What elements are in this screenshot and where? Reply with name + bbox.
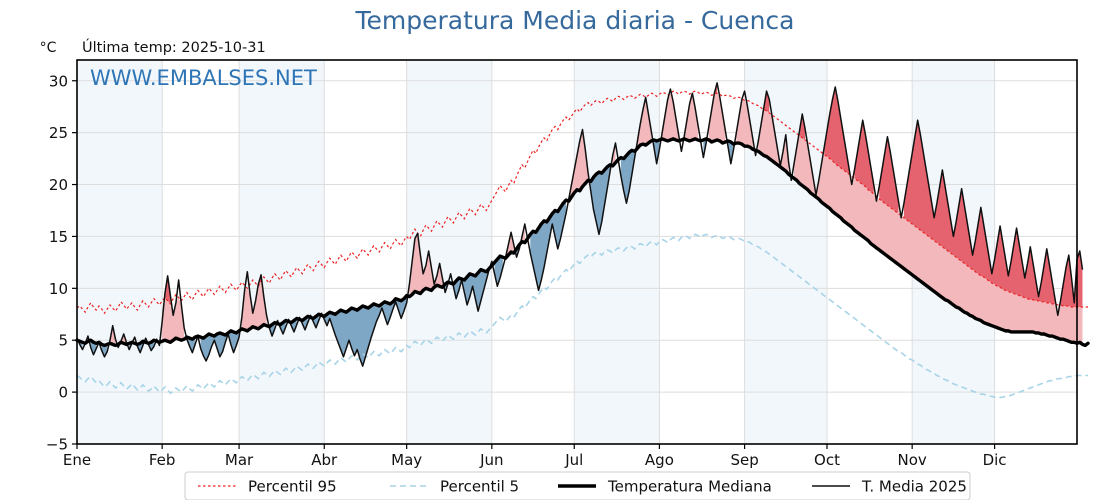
fill-above-p95	[879, 136, 899, 214]
fill-above-median	[758, 109, 789, 175]
x-tick-label: Jul	[564, 451, 583, 469]
y-tick-label: 0	[58, 384, 68, 402]
fill-below-median	[653, 139, 660, 164]
series-percentil-95	[76, 90, 1088, 315]
fill-above-median	[241, 281, 267, 331]
month-band	[406, 60, 492, 444]
fill-below-median	[620, 150, 635, 204]
month-band	[77, 60, 163, 444]
x-tick-label: Mar	[225, 451, 254, 469]
fill-below-median	[494, 256, 503, 287]
chart-title: Temperatura Media diaria - Cuenca	[354, 6, 794, 35]
fill-above-median	[662, 93, 679, 141]
fill-above-p95	[824, 86, 849, 175]
y-axis-unit-label: °C	[40, 40, 57, 56]
legend-label-2: Percentil 5	[440, 478, 519, 496]
legend-label-4: T. Media 2025	[861, 478, 967, 496]
x-tick-label: Ene	[63, 451, 91, 469]
fill-above-median	[568, 129, 588, 202]
last-temp-annotation: Última temp: 2025-10-31	[82, 38, 266, 56]
watermark-label: WWW.EMBALSES.NET	[90, 66, 317, 90]
x-tick-label: Dic	[983, 451, 1007, 469]
month-band	[239, 60, 325, 444]
fill-below-median	[728, 140, 734, 164]
fill-above-p95	[164, 275, 171, 304]
series-percentil-5	[76, 233, 1088, 399]
x-tick-label: Sep	[730, 451, 758, 469]
x-tick-label: May	[391, 451, 422, 469]
x-tick-label: Nov	[898, 451, 927, 469]
fill-above-median	[109, 325, 116, 346]
y-tick-label: 20	[49, 176, 68, 194]
legend-label-3: Temperatura Mediana	[607, 478, 772, 496]
y-tick-label: 5	[58, 332, 68, 350]
series-t-media-2025	[76, 82, 1084, 367]
y-tick-label: 30	[49, 72, 68, 90]
fill-above-p95	[903, 120, 1056, 304]
series-temperatura-mediana	[75, 137, 1090, 348]
y-tick-label: 15	[49, 228, 68, 246]
fill-above-median	[409, 233, 443, 297]
plot-frame	[76, 59, 1078, 445]
fill-above-p95	[854, 120, 874, 194]
x-tick-label: Oct	[814, 451, 840, 469]
legend-label-1: Percentil 95	[248, 478, 337, 496]
y-tick-label: 10	[49, 280, 68, 298]
fill-above-median	[162, 297, 185, 343]
x-tick-label: Ago	[645, 451, 674, 469]
x-tick-label: Feb	[149, 451, 176, 469]
fill-above-p95	[799, 113, 806, 140]
x-tick-label: Jun	[479, 451, 503, 469]
y-tick-label: −5	[46, 436, 68, 454]
y-tick-label: 25	[49, 124, 68, 142]
x-tick-label: Abr	[311, 451, 338, 469]
month-band	[744, 60, 827, 444]
